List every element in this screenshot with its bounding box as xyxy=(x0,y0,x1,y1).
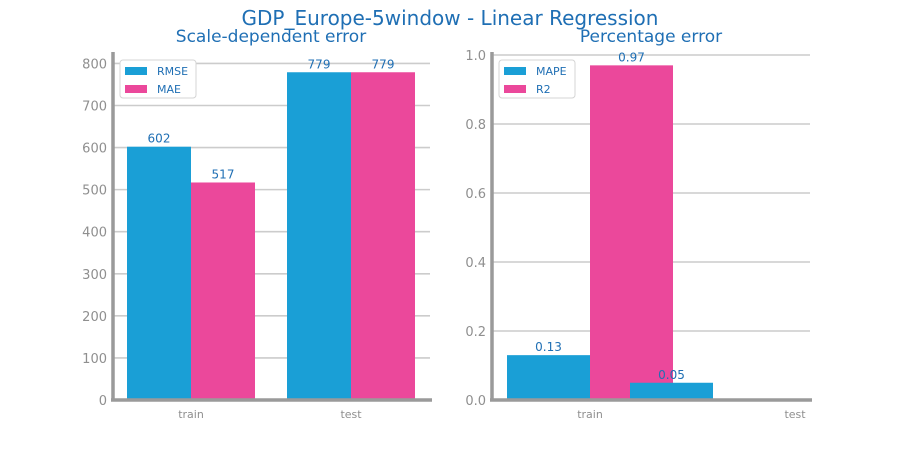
legend-label: MAE xyxy=(157,83,181,96)
y-tick-label: 0.2 xyxy=(465,325,486,340)
legend-label: RMSE xyxy=(157,65,188,78)
figure-title: GDP_Europe-5window - Linear Regression xyxy=(242,6,659,30)
data-label: 0.05 xyxy=(658,368,685,382)
legend-swatch-mae xyxy=(125,85,147,93)
legend-swatch-rmse xyxy=(125,67,147,75)
data-label: 0.97 xyxy=(618,50,645,64)
legend-label: MAPE xyxy=(536,65,567,78)
data-label: 517 xyxy=(212,167,235,181)
y-tick-label: 400 xyxy=(82,226,107,241)
data-label: 602 xyxy=(148,132,171,146)
bar-rmse-test xyxy=(287,72,351,400)
data-label: 779 xyxy=(308,57,331,71)
y-tick-label: 0.0 xyxy=(465,394,486,409)
data-label: 0.13 xyxy=(535,340,562,354)
legend-label: R2 xyxy=(536,83,551,96)
bar-r2-train xyxy=(590,65,673,400)
y-tick-label: 0.6 xyxy=(465,187,486,202)
x-tick-label: train xyxy=(577,408,603,421)
y-tick-label: 300 xyxy=(82,268,107,283)
y-tick-label: 500 xyxy=(82,184,107,199)
axis-title: Percentage error xyxy=(580,27,722,47)
chart-percentage-error: 0.0 0.2 0.4 0.6 0.8 1.0 0.13 0.97 0.05 train test P… xyxy=(465,27,812,421)
legend-swatch-r2 xyxy=(504,85,526,93)
x-tick-label: test xyxy=(784,408,806,421)
x-tick-label: test xyxy=(340,408,362,421)
y-tick-label: 600 xyxy=(82,142,107,157)
bar-rmse-train xyxy=(127,146,191,400)
bar-mape-test xyxy=(630,382,713,400)
x-tick-label: train xyxy=(178,408,204,421)
y-tick-label: 1.0 xyxy=(465,49,486,64)
y-tick-label: 0 xyxy=(99,394,107,409)
y-tick-label: 800 xyxy=(82,57,107,72)
axis-title: Scale-dependent error xyxy=(176,27,366,47)
y-tick-label: 100 xyxy=(82,352,107,367)
y-tick-label: 0.8 xyxy=(465,118,486,133)
y-tick-label: 700 xyxy=(82,99,107,114)
y-tick-label: 0.4 xyxy=(465,256,486,271)
legend-swatch-mape xyxy=(504,67,526,75)
bar-mae-test xyxy=(351,72,415,400)
bar-mape-train xyxy=(507,355,590,400)
y-tick-label: 200 xyxy=(82,310,107,325)
chart-scale-dependent-error: 0 100 200 300 400 500 600 700 800 602 517 779 779 tra… xyxy=(82,27,432,421)
data-label: 779 xyxy=(372,57,395,71)
bar-mae-train xyxy=(191,182,255,400)
